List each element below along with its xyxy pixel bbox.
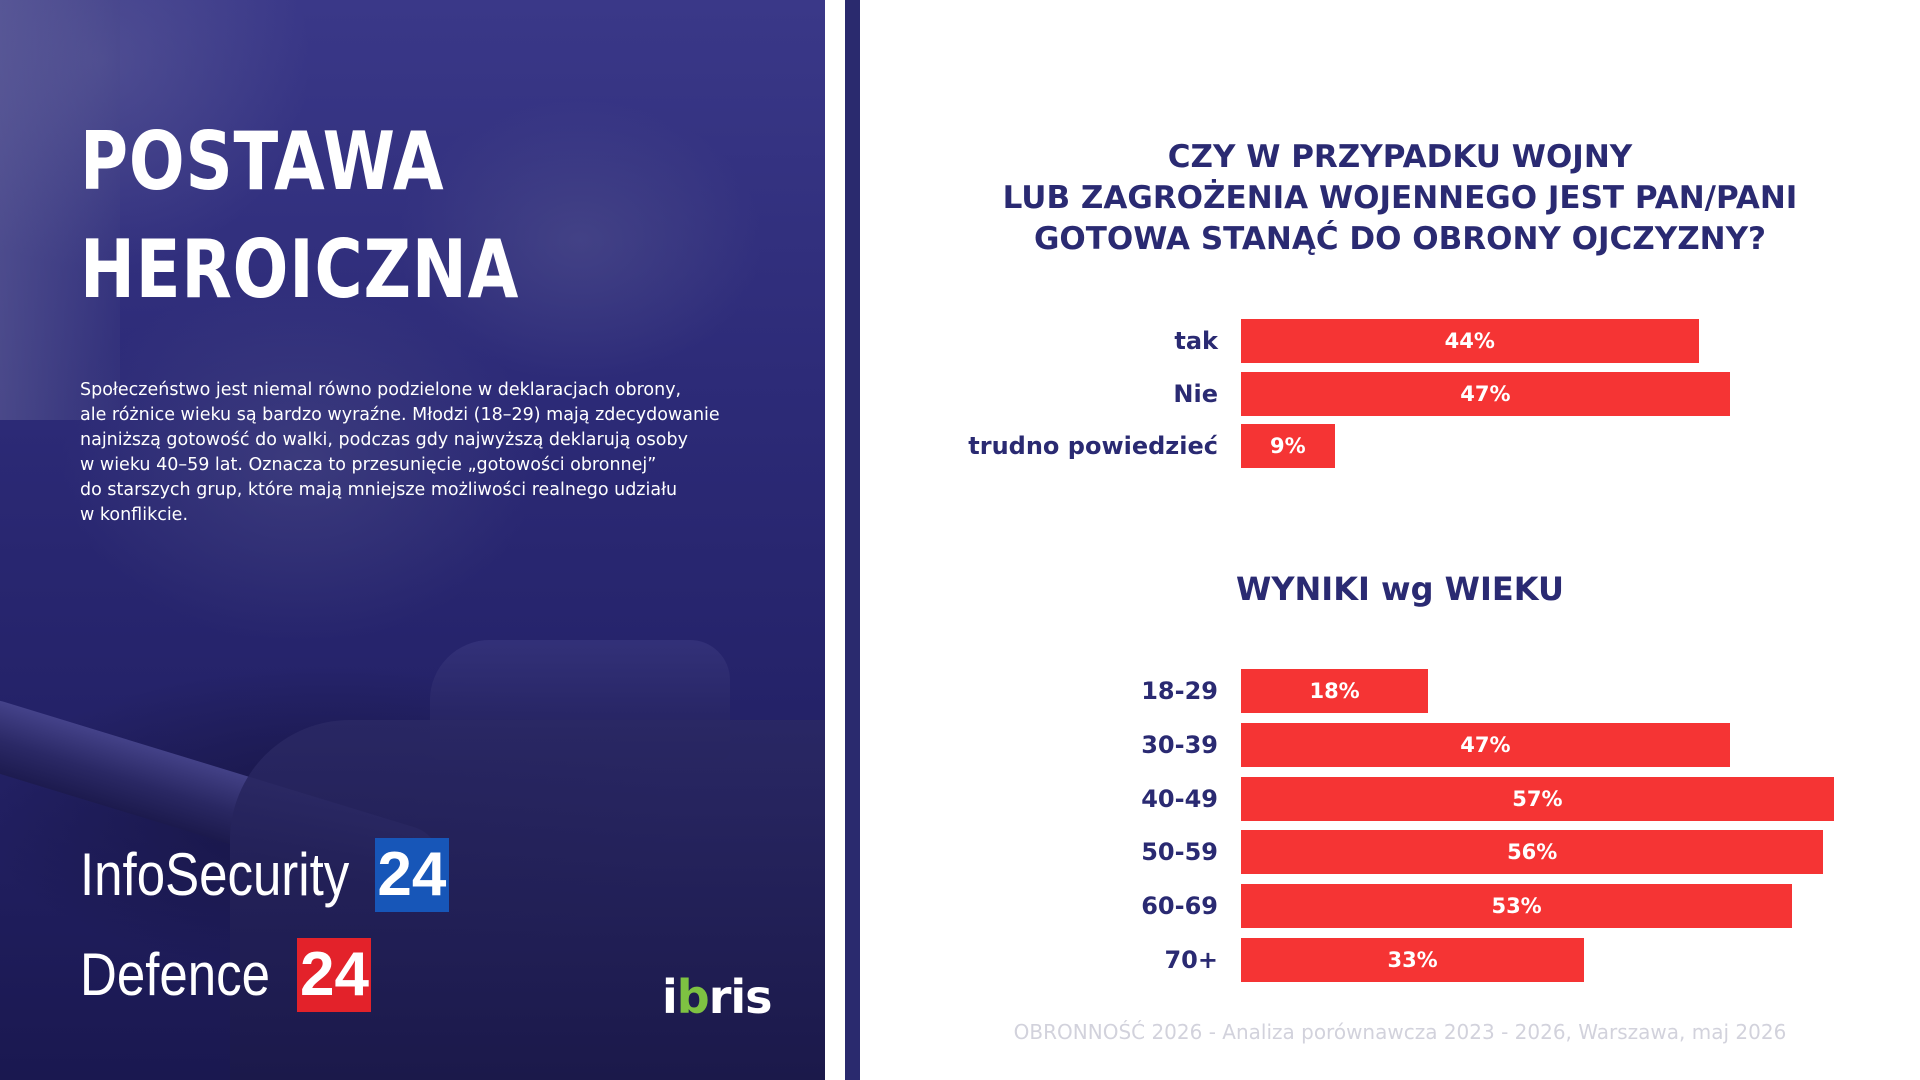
description-line: najniższą gotowość do walki, podczas gdy… [80,430,688,450]
bar: 18% [1241,669,1429,713]
defence24-logo: Defence 24 [80,938,372,1012]
footer-source: OBRONNOŚĆ 2026 - Analiza porównawcza 202… [1013,1020,1787,1044]
separator-navy [845,0,860,1080]
bar: 47% [1241,371,1730,416]
description-line: w wieku 40–59 lat. Oznacza to przesunięc… [80,455,657,475]
bar: 47% [1241,722,1730,767]
building-silhouette [0,0,120,420]
separator-white [825,0,845,1080]
bar: 53% [1241,884,1793,929]
bar-value-label: 9% [1269,434,1306,458]
bar-category-label: trudno powiedzieć [968,432,1218,460]
bar: 57% [1241,776,1834,821]
title-line: HEROICZNA [80,223,520,316]
description-line: do starszych grup, które mają mniejsze m… [80,480,678,500]
bar-value-label: 44% [1444,329,1495,353]
hero-image-panel: POSTAWA HEROICZNA Społeczeństwo jest nie… [0,0,835,1080]
bar-category-label: 40-49 [1141,784,1218,813]
bar-category-label: 50-59 [1141,838,1218,867]
infosecurity-logo-text: InfoSecurity [80,841,350,908]
bar-category-label: 18-29 [1141,677,1218,705]
question-line: GOTOWA STANĄĆ DO OBRONY OJCZYZNY? [1033,221,1767,257]
bar-value-label: 56% [1507,840,1558,865]
bar-value-label: 33% [1387,948,1438,972]
bar: 44% [1241,319,1699,363]
infosecurity-logo-badge: 24 [374,838,449,912]
bar-category-label: 30-39 [1141,730,1218,759]
description-line: Społeczeństwo jest niemal równo podzielo… [80,380,682,400]
question-line: LUB ZAGROŻENIA WOJENNEGO JEST PAN/PANI [1002,180,1798,216]
bar-category-label: tak [1174,327,1218,355]
bar-category-label: Nie [1173,379,1218,408]
defence-logo-text: Defence [80,941,270,1008]
bar-value-label: 47% [1460,732,1511,757]
bar-value-label: 53% [1491,894,1542,919]
description-line: w konflikcie. [80,505,189,525]
age-results-title: WYNIKI wg WIEKU [1236,570,1564,608]
survey-question: CZY W PRZYPADKU WOJNY LUB ZAGROŻENIA WOJ… [900,137,1900,260]
tank-body-silhouette [230,720,835,1080]
ibris-logo-part: ris [708,970,773,1024]
defence-logo-badge: 24 [297,938,372,1012]
description-line: ale różnice wieku są bardzo wyraźne. Mło… [80,405,720,425]
ibris-logo-part: i [662,970,678,1024]
description-text: Społeczeństwo jest niemal równo podzielo… [80,378,760,528]
question-line: CZY W PRZYPADKU WOJNY [1167,139,1633,175]
bar-value-label: 18% [1309,679,1360,703]
bar-value-label: 57% [1512,786,1563,811]
ibris-logo-accent: b [676,970,710,1024]
infosecurity24-logo: InfoSecurity 24 [80,838,449,912]
bar-value-label: 47% [1460,381,1511,406]
bar-category-label: 60-69 [1141,892,1218,921]
bar: 56% [1241,830,1824,875]
page-title: POSTAWA HEROICZNA [80,108,519,324]
title-line: POSTAWA [80,115,445,208]
bar: 33% [1241,938,1585,982]
ibris-logo: i b ris [662,970,773,1024]
bar-category-label: 70+ [1164,946,1218,974]
bar: 9% [1241,424,1335,468]
